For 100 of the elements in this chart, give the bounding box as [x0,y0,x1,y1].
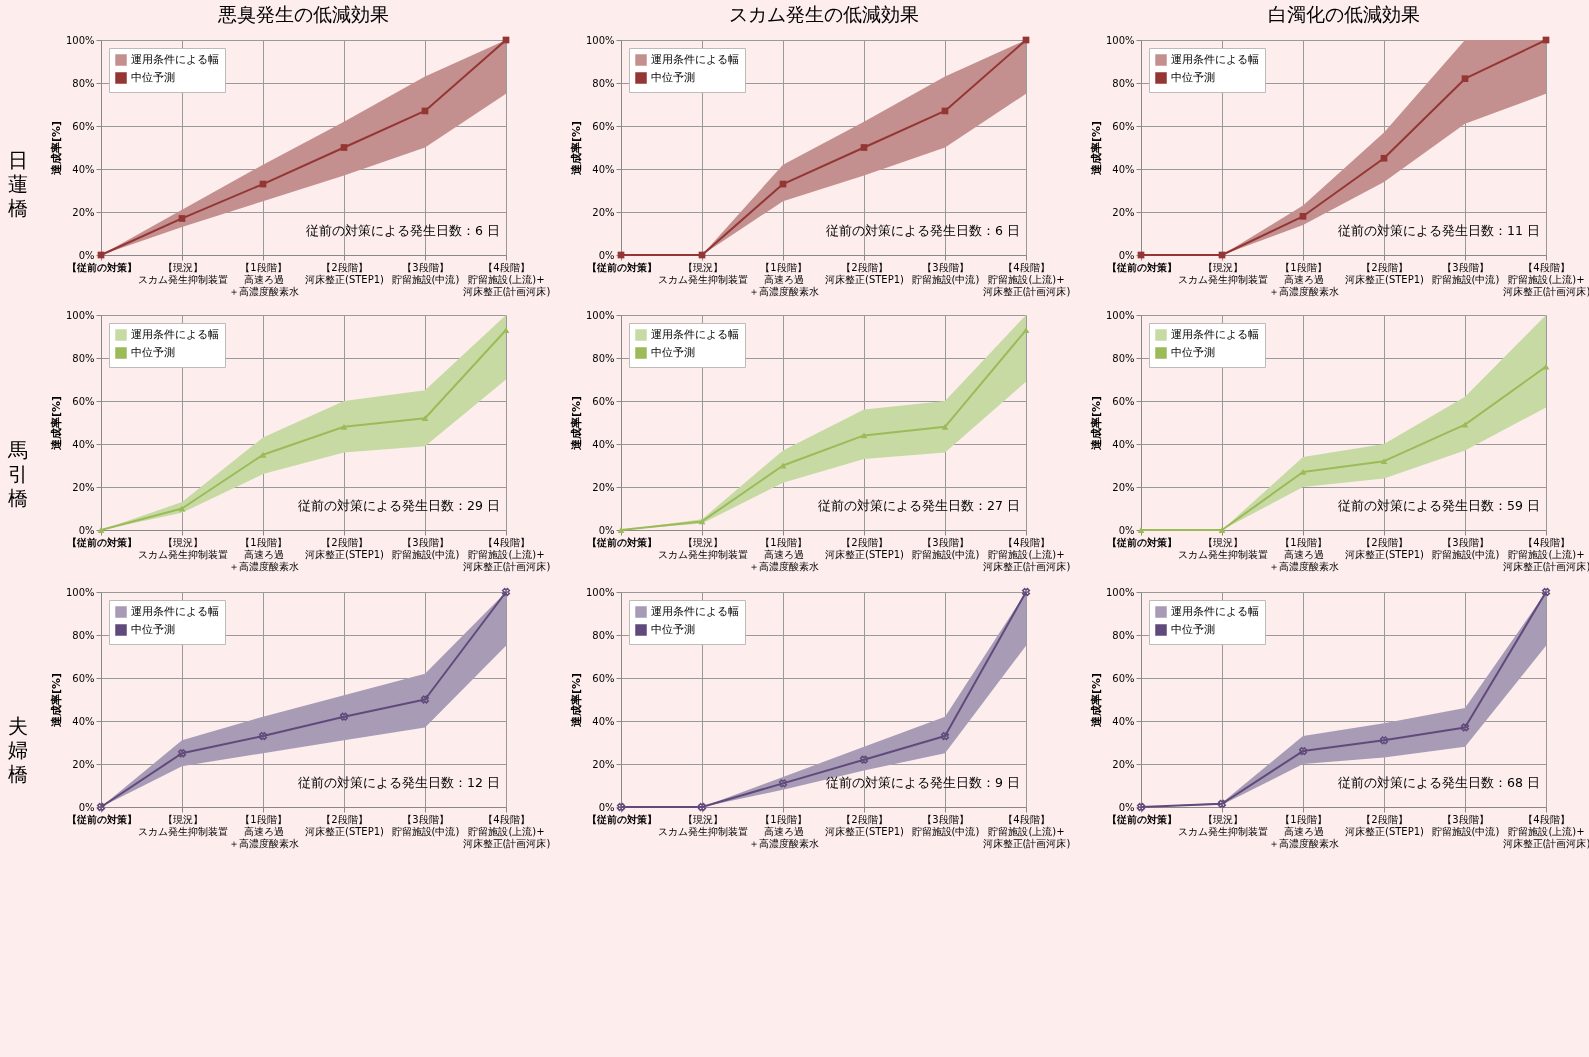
y-tick-label: 40% [592,438,615,450]
legend-label: 中位予測 [1171,71,1215,84]
x-tick-label: 【4段階】貯留施設(上流)+河床整正(計画河床) [982,261,1071,297]
y-tick-label: 0% [1118,524,1135,536]
y-tick-label: 60% [72,120,95,132]
y-tick-label: 80% [1112,629,1135,641]
point [339,712,349,721]
x-tick-label: 【4段階】貯留施設(上流)+河床整正(計画河床) [1502,536,1589,572]
legend-label: 中位予測 [651,71,695,84]
x-tick-label: 【現況】スカム発生抑制装置 [1177,536,1268,560]
x-tick-label: 【4段階】貯留施設(上流)+河床整正(計画河床) [1502,261,1589,297]
point [698,518,706,525]
point [1461,75,1469,83]
x-tick-label: 【3段階】貯留施設(中流) [391,813,460,837]
x-tick-label: 【2段階】河床整正(STEP1) [305,813,385,837]
point [1542,363,1550,370]
x-tick-label: 【1段階】高速ろ過＋高濃度酸素水 [748,261,819,297]
y-axis-title: 達成率[%] [569,395,583,452]
point [1022,327,1030,333]
x-tick-label: 【1段階】高速ろ過＋高濃度酸素水 [1268,536,1339,572]
point [1298,747,1308,756]
x-tick-label: 【4段階】貯留施設(上流)+河床整正(計画河床) [462,536,551,572]
legend-label: 中位予測 [1171,346,1215,359]
x-tick-label: 【1段階】高速ろ過＋高濃度酸素水 [748,536,819,572]
x-tick-label: 【現況】スカム発生抑制装置 [137,536,228,560]
point [1218,527,1226,533]
y-tick-label: 80% [72,352,95,364]
point [178,215,186,222]
annotation: 運用条件による幅 [131,328,219,341]
x-tick-label: 【2段階】河床整正(STEP1) [825,261,905,285]
y-tick-label: 40% [72,715,95,727]
point [860,432,868,439]
x-tick-label: 【従前の対策】 [586,536,657,548]
point [1299,469,1307,475]
y-tick-label: 80% [72,77,95,89]
annotation: 従前の対策による発生日数：59 日 [1338,498,1540,514]
y-tick-label: 100% [1105,309,1135,321]
point [860,144,868,151]
y-axis-title: 達成率[%] [1089,672,1103,729]
y-tick-label: 20% [72,481,95,493]
x-tick-label: 【3段階】貯留施設(中流) [391,536,460,560]
point [1460,723,1470,732]
y-axis-title: 達成率[%] [1089,395,1103,452]
x-tick-label: 【2段階】河床整正(STEP1) [1345,536,1425,560]
legend-label: 中位予測 [131,346,175,359]
legend-label: 中位予測 [1171,623,1215,636]
x-tick-label: 【現況】スカム発生抑制装置 [657,813,748,837]
text: 馬引橋 [7,437,29,510]
x-tick-label: 【従前の対策】 [66,536,137,548]
y-tick-label: 100% [585,586,615,598]
annotation: 従前の対策による発生日数：27 日 [818,498,1020,514]
y-tick-label: 80% [72,629,95,641]
y-tick-label: 20% [1112,758,1135,770]
y-tick-label: 100% [1105,34,1135,46]
x-tick-label: 【従前の対策】 [1106,813,1177,825]
x-tick-label: 【従前の対策】 [66,813,137,825]
x-tick-label: 【2段階】河床整正(STEP1) [305,536,385,560]
point [1379,736,1389,745]
y-tick-label: 20% [72,206,95,218]
x-tick-label: 【4段階】貯留施設(上流)+河床整正(計画河床) [982,536,1071,572]
annotation: 運用条件による幅 [131,53,219,66]
annotation: 運用条件による幅 [651,53,739,66]
x-tick-label: 【現況】スカム発生抑制装置 [657,261,748,285]
point [421,415,429,422]
y-tick-label: 60% [592,395,615,407]
x-tick-label: 【1段階】高速ろ過＋高濃度酸素水 [228,261,299,297]
legend-label: 中位予測 [131,71,175,84]
y-tick-label: 40% [592,715,615,727]
x-tick-label: 【3段階】貯留施設(中流) [391,261,460,285]
y-tick-label: 60% [1112,672,1135,684]
x-tick-label: 【3段階】貯留施設(中流) [911,536,980,560]
text: 夫婦橋 [8,713,29,786]
y-tick-label: 0% [598,524,615,536]
point [501,587,511,597]
x-tick-label: 【2段階】河床整正(STEP1) [825,536,905,560]
y-tick-label: 40% [1112,438,1135,450]
y-tick-label: 80% [592,77,615,89]
annotation: 従前の対策による発生日数：12 日 [298,775,500,791]
annotation: 従前の対策による発生日数：11 日 [1338,223,1540,239]
y-tick-label: 60% [592,672,615,684]
x-tick-label: 【従前の対策】 [66,261,137,273]
point [779,462,787,469]
x-tick-label: 【現況】スカム発生抑制装置 [1177,261,1268,285]
annotation: 運用条件による幅 [1171,53,1259,66]
x-tick-label: 【3段階】貯留施設(中流) [1431,813,1500,837]
x-tick-label: 【現況】スカム発生抑制装置 [137,813,228,837]
x-tick-label: 【1段階】高速ろ過＋高濃度酸素水 [228,536,299,572]
y-tick-label: 60% [592,120,615,132]
point [340,144,348,151]
point [178,505,186,512]
y-tick-label: 0% [598,801,615,813]
y-tick-label: 20% [1112,206,1135,218]
y-tick-label: 100% [1105,586,1135,598]
x-tick-label: 【現況】スカム発生抑制装置 [657,536,748,560]
point [1380,458,1388,465]
y-tick-label: 60% [1112,120,1135,132]
legend-label: 中位予測 [651,623,695,636]
y-tick-label: 100% [585,309,615,321]
y-tick-label: 40% [592,163,615,175]
x-tick-label: 【1段階】高速ろ過＋高濃度酸素水 [748,813,819,849]
